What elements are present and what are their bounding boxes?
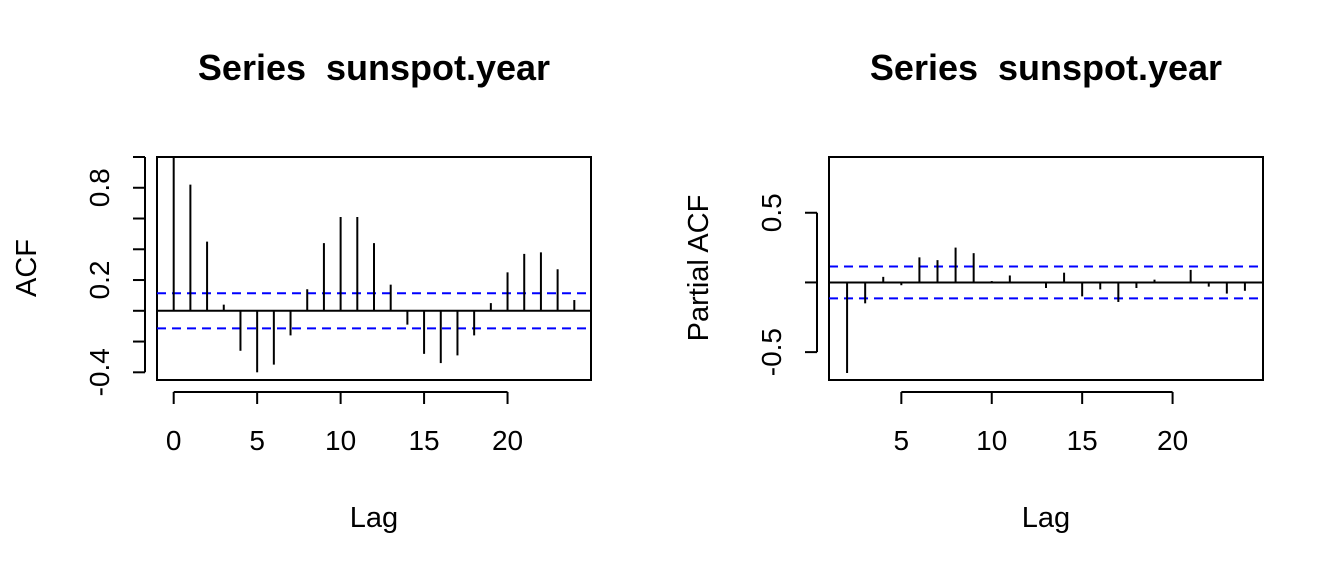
- acf-y-tick-label-3: 0.2: [84, 261, 115, 300]
- acf-x-tick-label-15: 15: [408, 425, 439, 456]
- acf-x-tick-label-20: 20: [492, 425, 523, 456]
- acf-chart-title: Series sunspot.year: [198, 47, 550, 88]
- pacf-x-tick-label-20: 20: [1157, 425, 1188, 456]
- acf-y-tick-label-6: 0.8: [84, 168, 115, 207]
- pacf-panel: Series sunspot.year 5 10 15 20 -0.50.5 Lag …: [683, 47, 1264, 534]
- acf-x-tick-label-10: 10: [325, 425, 356, 456]
- pacf-y-axis-label: Partial ACF: [683, 195, 715, 342]
- pacf-y-tick-label-2: 0.5: [756, 193, 787, 232]
- pacf-y-tick-label-0: -0.5: [756, 328, 787, 376]
- pacf-x-axis: 5 10 15 20: [894, 391, 1188, 456]
- acf-x-axis: 0 5 10 15 20: [166, 391, 523, 456]
- pacf-x-tick-label-10: 10: [976, 425, 1007, 456]
- pacf-bars: [828, 168, 1263, 374]
- pacf-y-axis: -0.5 0.5: [756, 193, 818, 376]
- pacf-confidence-bounds: [829, 265, 1263, 300]
- acf-y-tick-label-0: -0.4: [84, 348, 115, 396]
- acf-x-tick-label-5: 5: [249, 425, 265, 456]
- acf-bars: [157, 157, 591, 373]
- acf-x-tick-label-0: 0: [166, 425, 182, 456]
- acf-y-axis-label: ACF: [11, 239, 43, 297]
- pacf-x-tick-label-15: 15: [1067, 425, 1098, 456]
- acf-plot-frame: [156, 156, 592, 381]
- acf-y-axis: -0.4 0.2 0.8: [84, 156, 146, 396]
- pacf-x-axis-label: Lag: [1022, 502, 1070, 534]
- acf-panel: Series sunspot.year 0 5 10 15 20 -0.40.20.8 …: [11, 47, 592, 534]
- pacf-x-tick-label-5: 5: [894, 425, 910, 456]
- pacf-plot-frame: [828, 156, 1264, 381]
- pacf-chart-title: Series sunspot.year: [870, 47, 1222, 88]
- acf-x-axis-label: Lag: [350, 502, 398, 534]
